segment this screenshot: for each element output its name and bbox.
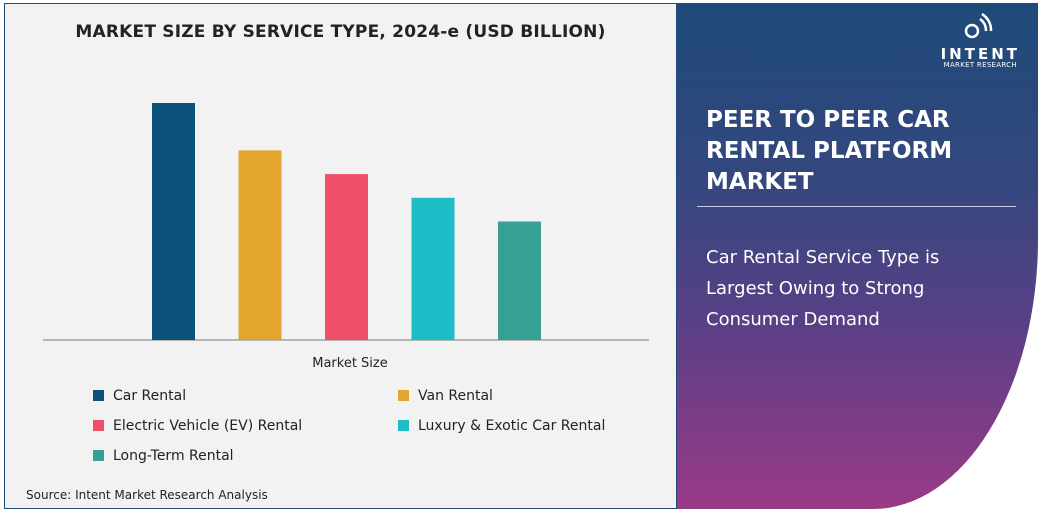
legend-swatch bbox=[398, 390, 409, 401]
legend-swatch bbox=[93, 390, 104, 401]
legend-label: Luxury & Exotic Car Rental bbox=[418, 418, 606, 434]
bar-electric-vehicle-ev-rental bbox=[325, 174, 368, 340]
legend-label: Car Rental bbox=[113, 388, 187, 404]
bar-car-rental bbox=[152, 103, 195, 340]
chart-panel: MARKET SIZE BY SERVICE TYPE, 2024-e (USD… bbox=[4, 3, 677, 509]
divider bbox=[697, 206, 1016, 207]
legend-label: Van Rental bbox=[418, 388, 493, 404]
legend-item: Long-Term Rental bbox=[93, 448, 234, 464]
bar-van-rental bbox=[238, 150, 282, 340]
key-insight: Car Rental Service Type is Largest Owing… bbox=[706, 247, 940, 330]
bar-luxury-exotic-car-rental bbox=[411, 197, 455, 340]
source-note: Source: Intent Market Research Analysis bbox=[26, 488, 268, 502]
legend-label: Electric Vehicle (EV) Rental bbox=[113, 418, 303, 434]
logo-brand: INTENT bbox=[940, 45, 1020, 63]
legend-item: Car Rental bbox=[93, 388, 186, 404]
bar-long-term-rental bbox=[498, 221, 541, 340]
logo-subtitle: MARKET RESEARCH bbox=[943, 61, 1017, 69]
legend-item: Electric Vehicle (EV) Rental bbox=[93, 418, 302, 434]
market-headline: PEER TO PEER CAR RENTAL PLATFORM MARKET bbox=[706, 107, 953, 195]
legend-item: Luxury & Exotic Car Rental bbox=[398, 418, 605, 434]
legend-swatch bbox=[398, 420, 409, 431]
legend-label: Long-Term Rental bbox=[113, 448, 234, 464]
info-panel: INTENT MARKET RESEARCH PEER TO PEER CAR … bbox=[677, 3, 1038, 509]
x-axis-label: Market Size bbox=[312, 356, 388, 371]
legend-item: Van Rental bbox=[398, 388, 493, 404]
signal-icon bbox=[965, 12, 993, 39]
logo: INTENT MARKET RESEARCH bbox=[940, 12, 1020, 69]
chart-title: MARKET SIZE BY SERVICE TYPE, 2024-e (USD… bbox=[75, 22, 606, 42]
bar-chart bbox=[43, 103, 649, 341]
legend-swatch bbox=[93, 450, 104, 461]
legend-swatch bbox=[93, 420, 104, 431]
